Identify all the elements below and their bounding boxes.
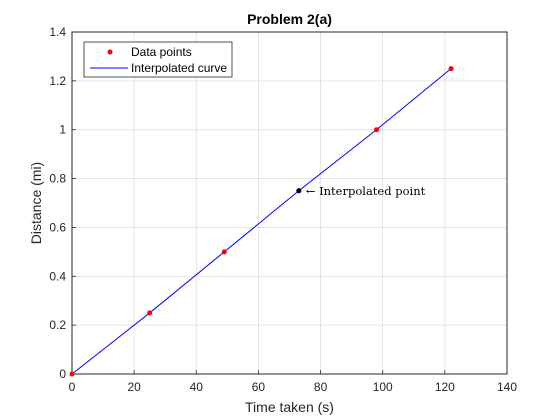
x-tick-label: 120 xyxy=(435,380,455,394)
y-tick-label: 1.2 xyxy=(49,74,66,88)
series-layer xyxy=(69,66,454,377)
y-tick-label: 0.8 xyxy=(49,172,66,186)
x-tick-label: 140 xyxy=(497,380,517,394)
series-line-interpolated-curve xyxy=(71,68,452,375)
legend: Data points Interpolated curve xyxy=(83,41,233,78)
y-tick-label: 1 xyxy=(59,123,66,137)
y-tick-label: 0.4 xyxy=(49,269,66,283)
data-point-marker xyxy=(374,127,379,133)
data-point-marker xyxy=(448,66,454,72)
y-tick-label: 1.4 xyxy=(49,25,66,39)
annotations: ← Interpolated point xyxy=(296,184,426,198)
plot-frame xyxy=(71,31,508,375)
x-axis-title: Time taken (s) xyxy=(245,399,334,415)
axis-ticks: 0 20 40 60 80 100 120 140 0 0.2 0.4 0.6 0.8 1 1.2 1.4 xyxy=(49,25,517,394)
x-tick-label: 100 xyxy=(373,380,393,394)
interpolated-point-label: ← Interpolated point xyxy=(306,184,426,198)
y-axis-title: Distance (mi) xyxy=(28,162,44,244)
y-tick-label: 0.6 xyxy=(49,220,66,234)
legend-marker-data-points xyxy=(107,49,113,55)
legend-box xyxy=(83,41,233,78)
legend-label-interpolated-curve: Interpolated curve xyxy=(131,61,227,75)
y-tick-label: 0 xyxy=(59,367,66,381)
data-point-marker xyxy=(69,371,75,377)
x-tick-label: 40 xyxy=(190,380,204,394)
legend-label-data-points: Data points xyxy=(131,45,192,59)
interpolated-point-marker xyxy=(296,188,302,194)
data-point-marker xyxy=(221,249,227,255)
x-tick-label: 20 xyxy=(127,380,141,394)
x-tick-label: 0 xyxy=(69,380,76,394)
x-tick-label: 60 xyxy=(252,380,266,394)
chart-title: Problem 2(a) xyxy=(247,11,332,27)
x-tick-label: 80 xyxy=(314,380,328,394)
data-point-marker xyxy=(147,310,153,316)
y-tick-label: 0.2 xyxy=(49,318,66,332)
